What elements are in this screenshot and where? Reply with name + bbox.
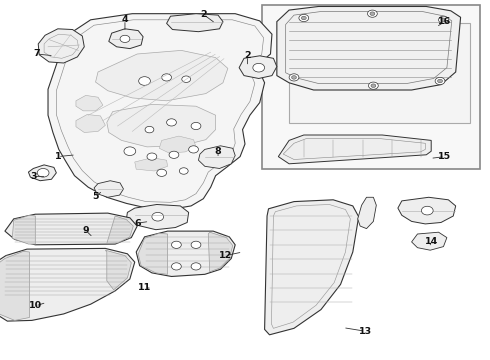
Text: 5: 5	[92, 192, 99, 201]
Circle shape	[182, 76, 191, 82]
Polygon shape	[412, 232, 447, 250]
Polygon shape	[208, 232, 233, 272]
Circle shape	[438, 79, 442, 83]
Circle shape	[253, 63, 265, 72]
Circle shape	[162, 74, 172, 81]
Circle shape	[124, 147, 136, 156]
Polygon shape	[5, 213, 137, 245]
Circle shape	[191, 122, 201, 130]
Circle shape	[441, 18, 446, 22]
Polygon shape	[277, 6, 461, 90]
Polygon shape	[398, 197, 456, 224]
Polygon shape	[38, 29, 84, 63]
Polygon shape	[138, 233, 168, 274]
Text: 3: 3	[30, 172, 37, 181]
Text: 9: 9	[82, 226, 89, 235]
Polygon shape	[76, 114, 105, 132]
Polygon shape	[136, 231, 235, 276]
Polygon shape	[198, 146, 235, 168]
Polygon shape	[107, 104, 216, 147]
Text: 1: 1	[54, 152, 61, 161]
Circle shape	[172, 263, 181, 270]
Circle shape	[289, 74, 299, 81]
Circle shape	[167, 119, 176, 126]
Polygon shape	[94, 181, 123, 197]
Polygon shape	[12, 215, 35, 244]
Polygon shape	[135, 158, 168, 171]
Text: 8: 8	[215, 147, 221, 156]
Polygon shape	[239, 56, 277, 78]
Circle shape	[368, 10, 377, 17]
Polygon shape	[109, 29, 143, 49]
Circle shape	[371, 84, 376, 87]
Text: 12: 12	[219, 251, 232, 260]
Circle shape	[191, 241, 201, 248]
Circle shape	[145, 126, 154, 133]
Polygon shape	[167, 14, 223, 32]
Text: 13: 13	[359, 327, 371, 336]
Text: 2: 2	[200, 10, 207, 19]
Circle shape	[368, 82, 378, 89]
Polygon shape	[107, 216, 133, 243]
Polygon shape	[159, 136, 196, 153]
Circle shape	[172, 241, 181, 248]
Polygon shape	[28, 165, 56, 181]
Polygon shape	[48, 14, 272, 209]
Circle shape	[292, 76, 296, 79]
Text: 6: 6	[134, 219, 141, 228]
Text: 16: 16	[438, 17, 452, 26]
Bar	[262, 5, 480, 169]
Text: 15: 15	[439, 152, 451, 161]
Circle shape	[191, 263, 201, 270]
Circle shape	[169, 151, 179, 158]
Circle shape	[37, 168, 49, 177]
Circle shape	[299, 14, 309, 22]
Text: 4: 4	[122, 15, 128, 24]
Bar	[289, 23, 470, 123]
Circle shape	[139, 77, 150, 85]
Polygon shape	[105, 250, 131, 290]
Polygon shape	[358, 197, 376, 229]
Text: 14: 14	[424, 237, 438, 246]
Polygon shape	[0, 248, 135, 321]
Circle shape	[179, 168, 188, 174]
Polygon shape	[126, 204, 189, 230]
Text: 10: 10	[29, 302, 42, 310]
Circle shape	[157, 169, 167, 176]
Polygon shape	[76, 95, 103, 111]
Circle shape	[301, 16, 306, 20]
Circle shape	[370, 12, 375, 15]
Circle shape	[421, 206, 433, 215]
Polygon shape	[96, 50, 228, 101]
Text: 2: 2	[244, 51, 251, 60]
Circle shape	[152, 212, 164, 221]
Circle shape	[189, 146, 198, 153]
Text: 11: 11	[138, 284, 151, 292]
Circle shape	[435, 77, 445, 85]
Circle shape	[147, 153, 157, 160]
Polygon shape	[265, 200, 359, 335]
Circle shape	[120, 35, 130, 42]
Text: 7: 7	[33, 49, 40, 58]
Polygon shape	[278, 135, 431, 164]
Polygon shape	[0, 251, 29, 320]
Circle shape	[439, 16, 448, 23]
